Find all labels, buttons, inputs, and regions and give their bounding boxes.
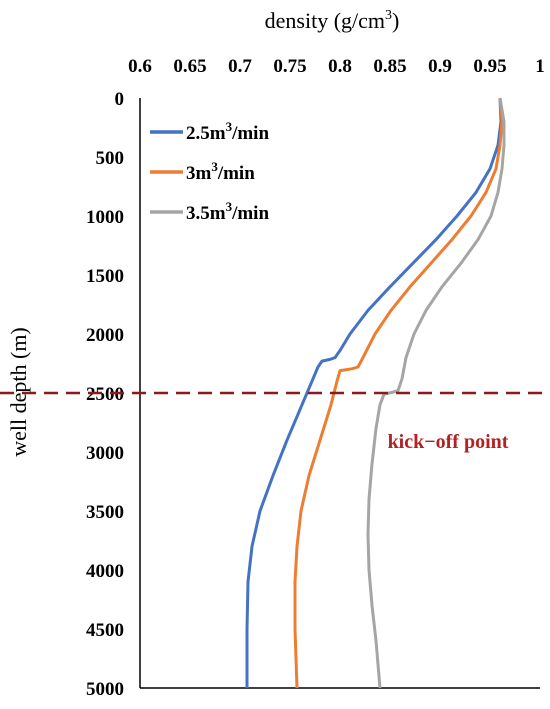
y-tick-label: 2000 (86, 325, 124, 346)
x-tick-label: 0.75 (273, 56, 306, 77)
x-tick-label: 0.7 (228, 56, 252, 77)
x-tick-label: 0.8 (328, 56, 352, 77)
y-tick-label: 1000 (86, 207, 124, 228)
y-tick-label: 2500 (86, 384, 124, 405)
x-tick-label: 0.9 (428, 56, 452, 77)
y-tick-label: 3000 (86, 443, 124, 464)
y-tick-labels: 0 500 1000 1500 2000 2500 3000 3500 4000 4500 5000 (86, 89, 124, 700)
y-tick-label: 5000 (86, 679, 124, 700)
series-line-2 (293, 97, 504, 689)
kick-off-reference-line: kick−off point (0, 391, 550, 453)
y-tick-label: 500 (96, 148, 125, 169)
y-tick-label: 3500 (86, 502, 124, 523)
kick-off-point-label: kick−off point (388, 431, 509, 453)
y-tick-label: 0 (115, 89, 125, 110)
y-tick-label: 4500 (86, 620, 124, 641)
x-tick-label: 0.95 (473, 56, 506, 77)
legend-label-1: 2.5m3/min (186, 119, 269, 144)
x-tick-label: 1 (535, 56, 545, 77)
y-tick-label: 4000 (86, 561, 124, 582)
series-lines (245, 97, 506, 689)
x-tick-label: 0.6 (128, 56, 152, 77)
legend: 2.5m3/min 3m3/min 3.5m3/min (150, 119, 269, 224)
x-tick-label: 0.85 (373, 56, 406, 77)
legend-label-2: 3m3/min (186, 159, 255, 184)
x-axis-title: density (g/cm3) (265, 8, 400, 33)
x-tick-labels: 0.6 0.65 0.7 0.75 0.8 0.85 0.9 0.95 1 (128, 56, 545, 77)
legend-label-3: 3.5m3/min (186, 199, 269, 224)
series-line-3 (366, 97, 506, 689)
x-tick-label: 0.65 (173, 56, 206, 77)
series-line-1 (245, 97, 503, 688)
y-tick-label: 1500 (86, 266, 124, 287)
